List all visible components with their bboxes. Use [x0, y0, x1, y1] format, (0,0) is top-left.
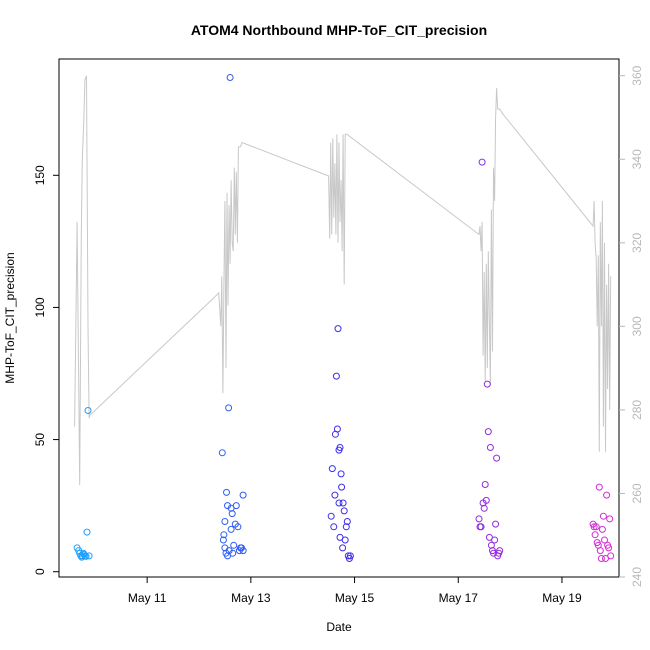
- data-point: [229, 549, 237, 557]
- data-point: [219, 536, 227, 544]
- data-point: [234, 523, 242, 531]
- data-point: [227, 525, 235, 533]
- data-point: [601, 536, 608, 544]
- y-axis-label: MHP-ToF_CIT_precision: [3, 252, 17, 383]
- x-axis-label: Date: [326, 620, 352, 634]
- data-point: [328, 465, 336, 473]
- trend-line: [74, 75, 612, 486]
- data-point: [484, 428, 492, 436]
- y-right-tick-label: 300: [630, 316, 644, 336]
- data-point: [338, 483, 346, 491]
- data-point: [599, 512, 607, 520]
- data-point: [339, 499, 347, 507]
- data-point: [487, 541, 495, 549]
- data-point: [493, 454, 501, 462]
- x-tick-label: May 13: [231, 591, 271, 605]
- data-point: [478, 158, 486, 166]
- data-point: [334, 325, 342, 333]
- y-right-tick-label: 340: [630, 149, 644, 169]
- data-point: [335, 499, 343, 507]
- data-point: [595, 483, 603, 491]
- y-right-tick-label: 260: [630, 483, 644, 503]
- data-point: [492, 520, 500, 528]
- data-point: [84, 407, 92, 414]
- x-tick-label: May 19: [542, 591, 582, 605]
- data-point: [496, 547, 504, 555]
- data-point: [336, 444, 344, 451]
- y-right-tick-label: 280: [630, 400, 644, 420]
- data-point: [232, 502, 240, 510]
- data-point: [223, 488, 230, 496]
- data-point: [337, 470, 345, 478]
- data-point: [590, 523, 598, 531]
- x-axis: May 11 May 13 May 15 May 17 May 19: [128, 577, 582, 605]
- data-point: [221, 518, 229, 525]
- data-point: [225, 404, 233, 412]
- data-point: [598, 525, 606, 533]
- data-point: [596, 547, 604, 555]
- data-point: [228, 510, 236, 518]
- data-point: [239, 491, 247, 499]
- data-point: [218, 449, 226, 457]
- data-point: [82, 552, 90, 560]
- y-right-tick-label: 240: [630, 567, 644, 587]
- data-point: [346, 552, 354, 560]
- data-point: [341, 536, 349, 544]
- y-tick-label: 50: [33, 433, 47, 447]
- chart-title: ATOM4 Northbound MHP-ToF_CIT_precision: [191, 22, 487, 38]
- y-axis-right: 240 260 280 300 320 340 360: [619, 65, 644, 587]
- data-point: [475, 515, 483, 523]
- data-point: [491, 536, 499, 544]
- y-tick-label: 100: [33, 297, 47, 317]
- data-point: [591, 531, 599, 539]
- data-point: [483, 380, 491, 388]
- data-point: [597, 555, 605, 562]
- data-point: [342, 523, 350, 531]
- data-point: [486, 444, 494, 451]
- data-point: [343, 518, 351, 525]
- data-point: [230, 541, 238, 549]
- data-point: [330, 523, 338, 531]
- data-point: [603, 491, 611, 499]
- y-right-tick-label: 360: [630, 65, 644, 85]
- data-point: [482, 496, 490, 504]
- data-point: [481, 481, 489, 488]
- trend-line-layer: [74, 75, 612, 486]
- data-point: [592, 523, 600, 531]
- data-point: [606, 515, 614, 523]
- x-tick-label: May 11: [128, 591, 167, 605]
- data-point: [226, 74, 234, 81]
- plot-frame: [58, 58, 620, 578]
- y-tick-label: 150: [33, 165, 47, 185]
- data-point: [607, 552, 615, 560]
- scatter-points-layer: [73, 74, 615, 562]
- data-point: [331, 491, 339, 499]
- y-axis-left: 0 50 100 150: [33, 165, 59, 575]
- data-point: [605, 544, 613, 552]
- data-point: [327, 512, 335, 520]
- y-right-tick-label: 320: [630, 232, 644, 252]
- data-point: [339, 544, 347, 552]
- data-point: [340, 507, 348, 515]
- data-point: [477, 523, 485, 531]
- x-tick-label: May 17: [439, 591, 479, 605]
- x-tick-label: May 15: [335, 591, 375, 605]
- y-tick-label: 0: [33, 568, 47, 575]
- data-point: [332, 372, 340, 380]
- data-point: [220, 531, 228, 539]
- data-point: [239, 547, 247, 555]
- data-point: [85, 552, 93, 560]
- data-point: [333, 425, 341, 433]
- data-point: [80, 551, 88, 558]
- data-point: [480, 504, 488, 512]
- data-point: [83, 528, 91, 536]
